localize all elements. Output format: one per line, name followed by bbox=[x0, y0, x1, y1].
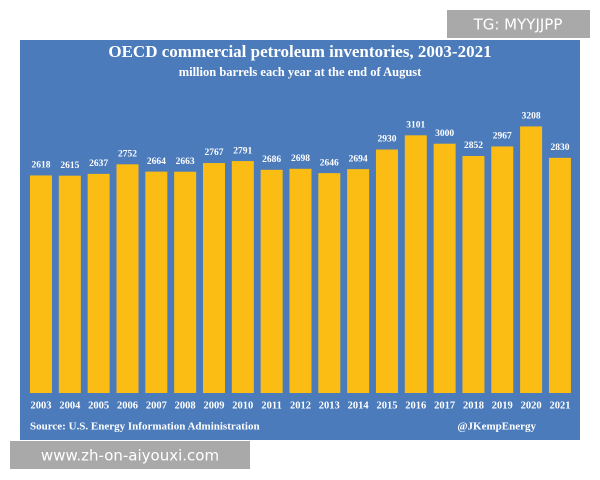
x-tick-label: 2014 bbox=[348, 400, 370, 411]
source-note: Source: U.S. Energy Information Administ… bbox=[30, 421, 260, 433]
x-tick-label: 2006 bbox=[117, 400, 138, 411]
bar bbox=[347, 169, 370, 393]
bar bbox=[548, 157, 571, 393]
watermark: www.zh-on-aiyouxi.com bbox=[41, 447, 219, 465]
bar bbox=[289, 168, 312, 393]
x-tick-label: 2009 bbox=[203, 400, 224, 411]
bar bbox=[231, 161, 254, 393]
x-tick-label: 2004 bbox=[59, 400, 81, 411]
bar bbox=[520, 126, 543, 394]
bar bbox=[318, 173, 341, 393]
data-label: 2664 bbox=[147, 157, 166, 167]
bar bbox=[174, 171, 197, 393]
data-label: 3101 bbox=[406, 120, 425, 130]
data-label: 2698 bbox=[291, 154, 310, 164]
data-label: 2930 bbox=[377, 135, 396, 145]
x-tick-label: 2005 bbox=[88, 400, 109, 411]
data-label: 2791 bbox=[233, 146, 252, 156]
watermark-box bbox=[447, 10, 590, 38]
x-tick-label: 2012 bbox=[290, 400, 311, 411]
data-label: 2694 bbox=[349, 154, 368, 164]
chart-title: OECD commercial petroleum inventories, 2… bbox=[108, 42, 491, 61]
bar bbox=[58, 175, 81, 393]
bar bbox=[433, 143, 456, 393]
x-tick-label: 2007 bbox=[146, 400, 167, 411]
bar bbox=[462, 155, 485, 393]
data-label: 3208 bbox=[522, 112, 541, 122]
data-label: 2830 bbox=[550, 143, 569, 153]
data-label: 2752 bbox=[118, 149, 137, 159]
data-label: 2618 bbox=[32, 161, 51, 171]
chart-subtitle: million barrels each year at the end of … bbox=[179, 65, 422, 79]
bar bbox=[491, 146, 514, 393]
bar bbox=[116, 164, 139, 393]
credit: @JKempEnergy bbox=[457, 421, 536, 433]
data-label: 2686 bbox=[262, 155, 281, 165]
x-tick-label: 2010 bbox=[232, 400, 253, 411]
bar bbox=[404, 135, 427, 394]
x-tick-label: 2020 bbox=[521, 400, 542, 411]
data-label: 2663 bbox=[176, 157, 195, 167]
data-label: 2615 bbox=[60, 161, 79, 171]
x-tick-label: 2019 bbox=[492, 400, 513, 411]
plot: 2618 2003 2615 2004 2637 2005 2752 2006 2664 2007… bbox=[30, 112, 571, 411]
x-tick-label: 2021 bbox=[549, 400, 570, 411]
x-tick-label: 2011 bbox=[261, 400, 281, 411]
data-label: 2967 bbox=[493, 132, 512, 142]
bar bbox=[87, 173, 110, 393]
watermark-box bbox=[10, 441, 250, 469]
x-tick-label: 2013 bbox=[319, 400, 340, 411]
x-tick-label: 2015 bbox=[376, 400, 397, 411]
data-label: 3000 bbox=[435, 129, 454, 139]
data-label: 2767 bbox=[204, 148, 223, 158]
watermark: TG: MYYJJPP bbox=[473, 16, 563, 34]
data-label: 2637 bbox=[89, 159, 108, 169]
x-tick-label: 2003 bbox=[31, 400, 52, 411]
x-tick-label: 2017 bbox=[434, 400, 455, 411]
x-tick-label: 2016 bbox=[405, 400, 426, 411]
bar bbox=[260, 169, 283, 393]
bar bbox=[30, 175, 52, 393]
data-label: 2852 bbox=[464, 141, 483, 151]
x-tick-label: 2008 bbox=[175, 400, 196, 411]
bar bbox=[202, 163, 225, 393]
x-tick-label: 2018 bbox=[463, 400, 484, 411]
data-label: 2646 bbox=[320, 158, 339, 168]
bar bbox=[375, 149, 398, 393]
bar bbox=[145, 171, 168, 393]
